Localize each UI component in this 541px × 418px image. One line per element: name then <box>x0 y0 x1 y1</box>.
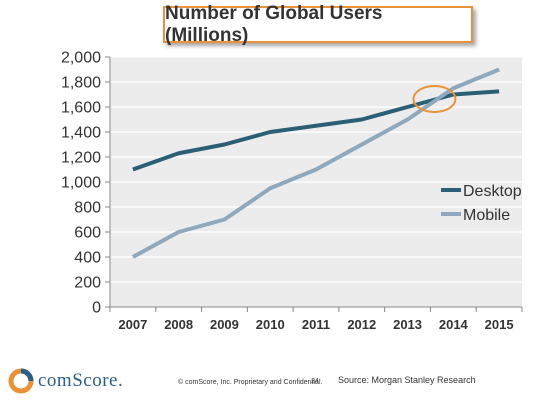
y-tick-label: 1,200 <box>61 150 101 167</box>
y-tick-label: 1,400 <box>61 125 101 142</box>
x-tick-label: 2008 <box>164 317 193 332</box>
chart-title: Number of Global Users (Millions) <box>163 3 473 46</box>
page-number: 24 <box>311 378 319 385</box>
legend: Desktop Mobile <box>441 183 522 224</box>
x-axis-ticks: 2007 2008 2009 2010 2011 2012 2013 2014 2015 <box>118 317 513 332</box>
y-tick-label: 1,600 <box>61 100 101 117</box>
y-tick-label: 1,000 <box>61 175 101 192</box>
x-tick-label: 2013 <box>393 317 422 332</box>
series-lines <box>131 67 500 259</box>
x-tick-label: 2009 <box>210 317 239 332</box>
y-axis-ticks: 0 200 400 600 800 1,000 1,200 1,400 1,600 1,800 2,… <box>61 50 101 317</box>
x-tick-label: 2010 <box>256 317 285 332</box>
crossover-highlight-ellipse <box>412 85 457 113</box>
legend-label: Mobile <box>463 207 510 224</box>
axes <box>105 56 523 312</box>
series-line-mobile <box>131 67 500 259</box>
highlight-marker <box>412 85 457 113</box>
copyright-text: © comScore, Inc. Proprietary and Confide… <box>178 379 323 386</box>
x-tick-label: 2007 <box>118 317 147 332</box>
brand-logo: comScore. <box>8 367 123 395</box>
source-text: Source: Morgan Stanley Research <box>338 375 476 385</box>
x-tick-label: 2014 <box>439 317 469 332</box>
y-tick-label: 0 <box>92 300 101 317</box>
y-tick-label: 400 <box>74 250 101 267</box>
x-tick-label: 2011 <box>302 317 330 332</box>
x-tick-label: 2012 <box>347 317 376 332</box>
x-tick-label: 2015 <box>485 317 514 332</box>
comscore-logo-icon <box>8 368 34 394</box>
brand-name: comScore. <box>38 370 124 391</box>
y-tick-label: 800 <box>74 200 101 217</box>
y-tick-label: 200 <box>74 275 101 292</box>
footer: comScore. © comScore, Inc. Proprietary a… <box>0 363 541 403</box>
y-tick-label: 1,800 <box>61 75 101 92</box>
y-tick-label: 600 <box>74 225 101 242</box>
y-tick-label: 2,000 <box>61 50 101 67</box>
legend-label: Desktop <box>463 183 522 200</box>
